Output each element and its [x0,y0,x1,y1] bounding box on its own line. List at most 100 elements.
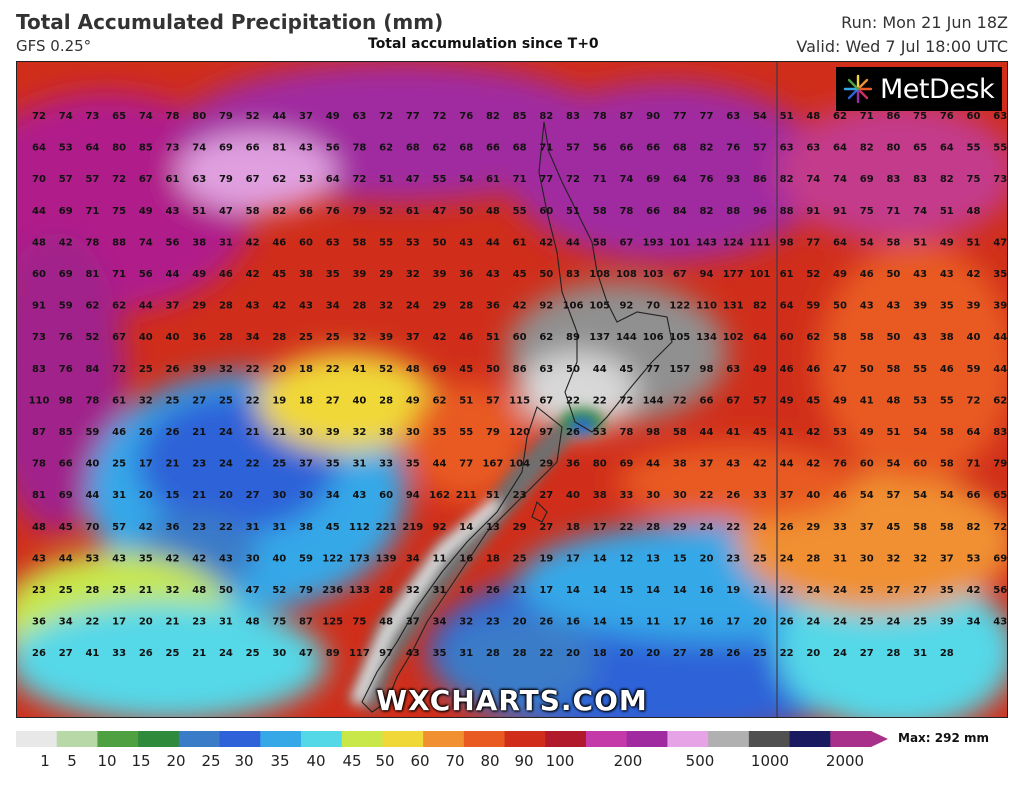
legend-swatch [301,731,343,747]
grid-value: 82 [753,301,767,312]
legend-swatch [830,731,872,747]
precipitation-map[interactable]: 72 74 73 65 74 78 80 79 52 44 37 49 63 72 77 72 76 82 85 82… [16,61,1008,718]
grid-value: 51 [486,490,500,501]
grid-value: 57 [753,143,767,154]
grid-value: 22 [326,364,340,375]
grid-value: 219 [402,522,423,533]
grid-value: 50 [886,269,900,280]
grid-value: 53 [85,553,99,564]
grid-value: 60 [860,459,874,470]
grid-value: 17 [112,617,126,628]
grid-value: 27 [913,585,927,596]
grid-value: 211 [456,490,477,501]
legend-swatch [708,731,750,747]
grid-value: 31 [219,617,233,628]
grid-value: 25 [753,648,767,659]
grid-value: 64 [753,332,767,343]
grid-value: 86 [886,111,900,122]
grid-value: 30 [272,490,286,501]
grid-value: 16 [459,553,473,564]
grid-value: 77 [646,364,660,375]
grid-value: 20 [753,617,767,628]
grid-value: 44 [993,364,1007,375]
grid-value: 74 [619,174,633,185]
grid-value: 64 [673,174,687,185]
grid-value: 28 [379,395,393,406]
grid-value: 72 [379,111,393,122]
grid-value: 42 [272,301,286,312]
grid-value: 50 [219,585,233,596]
grid-value: 53 [299,174,313,185]
grid-value: 38 [379,427,393,438]
grid-value: 34 [326,301,340,312]
grid-value: 44 [700,427,714,438]
grid-value: 23 [486,617,500,628]
grid-value: 30 [646,490,660,501]
grid-value: 54 [940,490,954,501]
grid-value: 24 [780,553,794,564]
grid-value: 124 [723,237,744,248]
grid-value: 28 [513,648,527,659]
grid-value: 40 [806,490,820,501]
grid-value: 17 [593,522,607,533]
grid-value: 50 [886,332,900,343]
grid-value: 53 [833,427,847,438]
grid-value: 34 [967,617,981,628]
grid-value: 46 [219,269,233,280]
grid-value: 71 [513,174,527,185]
grid-value: 25 [860,617,874,628]
grid-value: 221 [376,522,397,533]
grid-value: 58 [673,427,687,438]
grid-value: 14 [566,585,580,596]
grid-value: 62 [85,301,99,312]
grid-value: 108 [589,269,610,280]
grid-value: 40 [139,332,153,343]
grid-value: 80 [593,459,607,470]
grid-value: 88 [112,237,126,248]
grid-value: 26 [726,490,740,501]
grid-value: 96 [753,206,767,217]
grid-value: 41 [726,427,740,438]
legend-swatch [219,731,261,747]
grid-value: 43 [299,143,313,154]
grid-value: 27 [860,648,874,659]
grid-value: 61 [486,174,500,185]
grid-value: 91 [833,206,847,217]
grid-value: 61 [513,237,527,248]
grid-value: 58 [352,237,366,248]
grid-value: 29 [806,522,820,533]
grid-value: 25 [112,459,126,470]
grid-value: 43 [32,553,46,564]
grid-value: 64 [940,143,954,154]
grid-value: 83 [886,174,900,185]
grid-value: 64 [326,174,340,185]
grid-value: 75 [913,111,927,122]
grid-value: 51 [886,427,900,438]
grid-value: 51 [486,332,500,343]
grid-value: 33 [112,648,126,659]
grid-value: 33 [619,490,633,501]
grid-value: 32 [459,617,473,628]
legend-swatch [382,731,424,747]
grid-value: 82 [967,522,981,533]
grid-value: 85 [59,427,73,438]
grid-value: 57 [59,174,73,185]
legend-label: 30 [234,752,254,770]
grid-value: 66 [646,206,660,217]
grid-value: 72 [673,395,687,406]
grid-value: 51 [940,206,954,217]
grid-value: 131 [723,301,744,312]
grid-value: 68 [673,143,687,154]
grid-value: 24 [833,648,847,659]
grid-value: 29 [673,522,687,533]
grid-value: 81 [85,269,99,280]
grid-value: 58 [246,206,260,217]
grid-value: 50 [566,364,580,375]
grid-value: 45 [326,522,340,533]
grid-value: 42 [513,301,527,312]
grid-value: 111 [749,237,770,248]
grid-value: 51 [913,237,927,248]
grid-value: 77 [539,174,553,185]
grid-value: 68 [459,143,473,154]
grid-value: 47 [833,364,847,375]
